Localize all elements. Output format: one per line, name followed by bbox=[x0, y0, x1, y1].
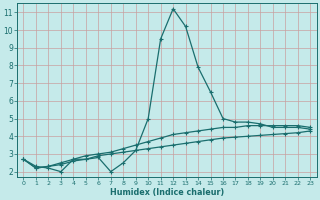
X-axis label: Humidex (Indice chaleur): Humidex (Indice chaleur) bbox=[110, 188, 224, 197]
